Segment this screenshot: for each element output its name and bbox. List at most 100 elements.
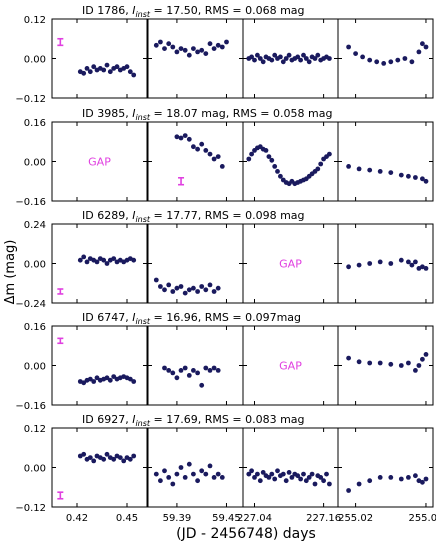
- data-point: [84, 259, 90, 265]
- data-point: [182, 290, 188, 296]
- y-tick-label: 0.12: [24, 424, 46, 435]
- data-point: [104, 261, 110, 266]
- data-point: [166, 368, 172, 373]
- data-point: [91, 64, 97, 70]
- data-point: [402, 56, 408, 61]
- data-point: [174, 285, 180, 291]
- data-point: [211, 365, 217, 371]
- data-point: [81, 451, 87, 457]
- data-point: [298, 57, 303, 63]
- data-point: [131, 379, 137, 384]
- panel-frame: [242, 121, 339, 202]
- panel-r4-c3: [337, 427, 434, 508]
- data-point: [207, 41, 213, 47]
- data-point: [367, 360, 373, 366]
- panel-frame: [337, 427, 434, 508]
- data-point: [207, 282, 213, 288]
- row-title-suffix: = 17.77, RMS = 0.098 mag: [150, 209, 304, 222]
- panel-r2-c0: [51, 223, 148, 304]
- data-point: [162, 46, 167, 51]
- row-title-sub: inst: [135, 419, 150, 428]
- data-point: [170, 481, 176, 487]
- data-point: [381, 61, 387, 66]
- data-point: [406, 259, 411, 265]
- data-point: [127, 456, 133, 462]
- data-point: [91, 458, 97, 464]
- data-point: [124, 64, 130, 70]
- data-point: [178, 465, 184, 470]
- data-point: [195, 289, 201, 294]
- row-title: ID 6927, Iinst = 17.69, RMS = 0.083 mag: [82, 413, 305, 428]
- data-point: [266, 475, 272, 480]
- data-point: [252, 57, 257, 63]
- data-point: [199, 47, 205, 53]
- data-point: [416, 363, 422, 368]
- data-point: [170, 44, 176, 50]
- data-point: [111, 374, 117, 379]
- panel-grid: ID 1786, Iinst = 17.50, RMS = 0.068 mag −…: [15, 4, 436, 524]
- data-point: [94, 375, 100, 381]
- data-point: [275, 169, 280, 174]
- row-title-sub: inst: [135, 113, 150, 122]
- data-point: [269, 157, 275, 163]
- panel-r0-c2: [242, 18, 339, 99]
- data-point: [286, 470, 292, 475]
- data-point: [174, 471, 180, 477]
- data-point: [416, 49, 422, 55]
- y-tick-label: −0.12: [15, 503, 46, 514]
- data-point: [406, 173, 411, 179]
- data-point: [260, 470, 266, 475]
- data-point: [303, 478, 309, 484]
- row-title-sym: I: [132, 209, 135, 222]
- gap-label: GAP: [279, 360, 302, 373]
- data-point: [84, 66, 90, 71]
- data-point: [81, 254, 87, 260]
- data-point: [280, 471, 286, 477]
- row-title-sub: inst: [135, 215, 150, 224]
- row-title-prefix: ID 1786,: [82, 4, 132, 17]
- data-point: [199, 468, 205, 474]
- data-point: [356, 359, 362, 365]
- data-point: [249, 151, 255, 157]
- panel-frame: [51, 18, 148, 99]
- data-point: [215, 471, 221, 477]
- data-point: [195, 49, 201, 55]
- data-point: [315, 52, 321, 58]
- data-point: [199, 284, 205, 289]
- data-point: [306, 475, 312, 480]
- data-point: [182, 365, 188, 371]
- data-point: [191, 368, 196, 373]
- data-point: [367, 167, 373, 173]
- data-point: [315, 166, 321, 172]
- row-title: ID 6289, Iinst = 17.77, RMS = 0.098 mag: [82, 209, 305, 224]
- data-point: [101, 257, 107, 263]
- x-tick-label: 227.04: [237, 513, 272, 524]
- panel-frame: [147, 325, 244, 406]
- data-point: [306, 59, 312, 65]
- data-point: [356, 166, 362, 172]
- data-point: [107, 69, 113, 75]
- data-point: [186, 136, 192, 142]
- data-point: [286, 52, 292, 58]
- data-point: [203, 148, 209, 153]
- data-point: [211, 289, 217, 294]
- data-point: [388, 475, 394, 480]
- data-point: [87, 69, 93, 75]
- data-point: [199, 382, 205, 388]
- panel-frame: [51, 325, 148, 406]
- data-point: [321, 478, 326, 484]
- data-point: [211, 46, 217, 51]
- data-point: [186, 461, 192, 467]
- data-point: [280, 59, 286, 65]
- data-point: [117, 455, 123, 460]
- data-point: [388, 361, 394, 367]
- data-point: [377, 169, 383, 174]
- data-point: [367, 57, 373, 63]
- y-tick-label: 0.00: [24, 260, 46, 271]
- data-point: [377, 475, 383, 480]
- data-point: [153, 277, 159, 283]
- data-point: [162, 365, 167, 371]
- data-point: [272, 476, 278, 482]
- data-point: [186, 373, 192, 378]
- errorbar: [57, 491, 64, 500]
